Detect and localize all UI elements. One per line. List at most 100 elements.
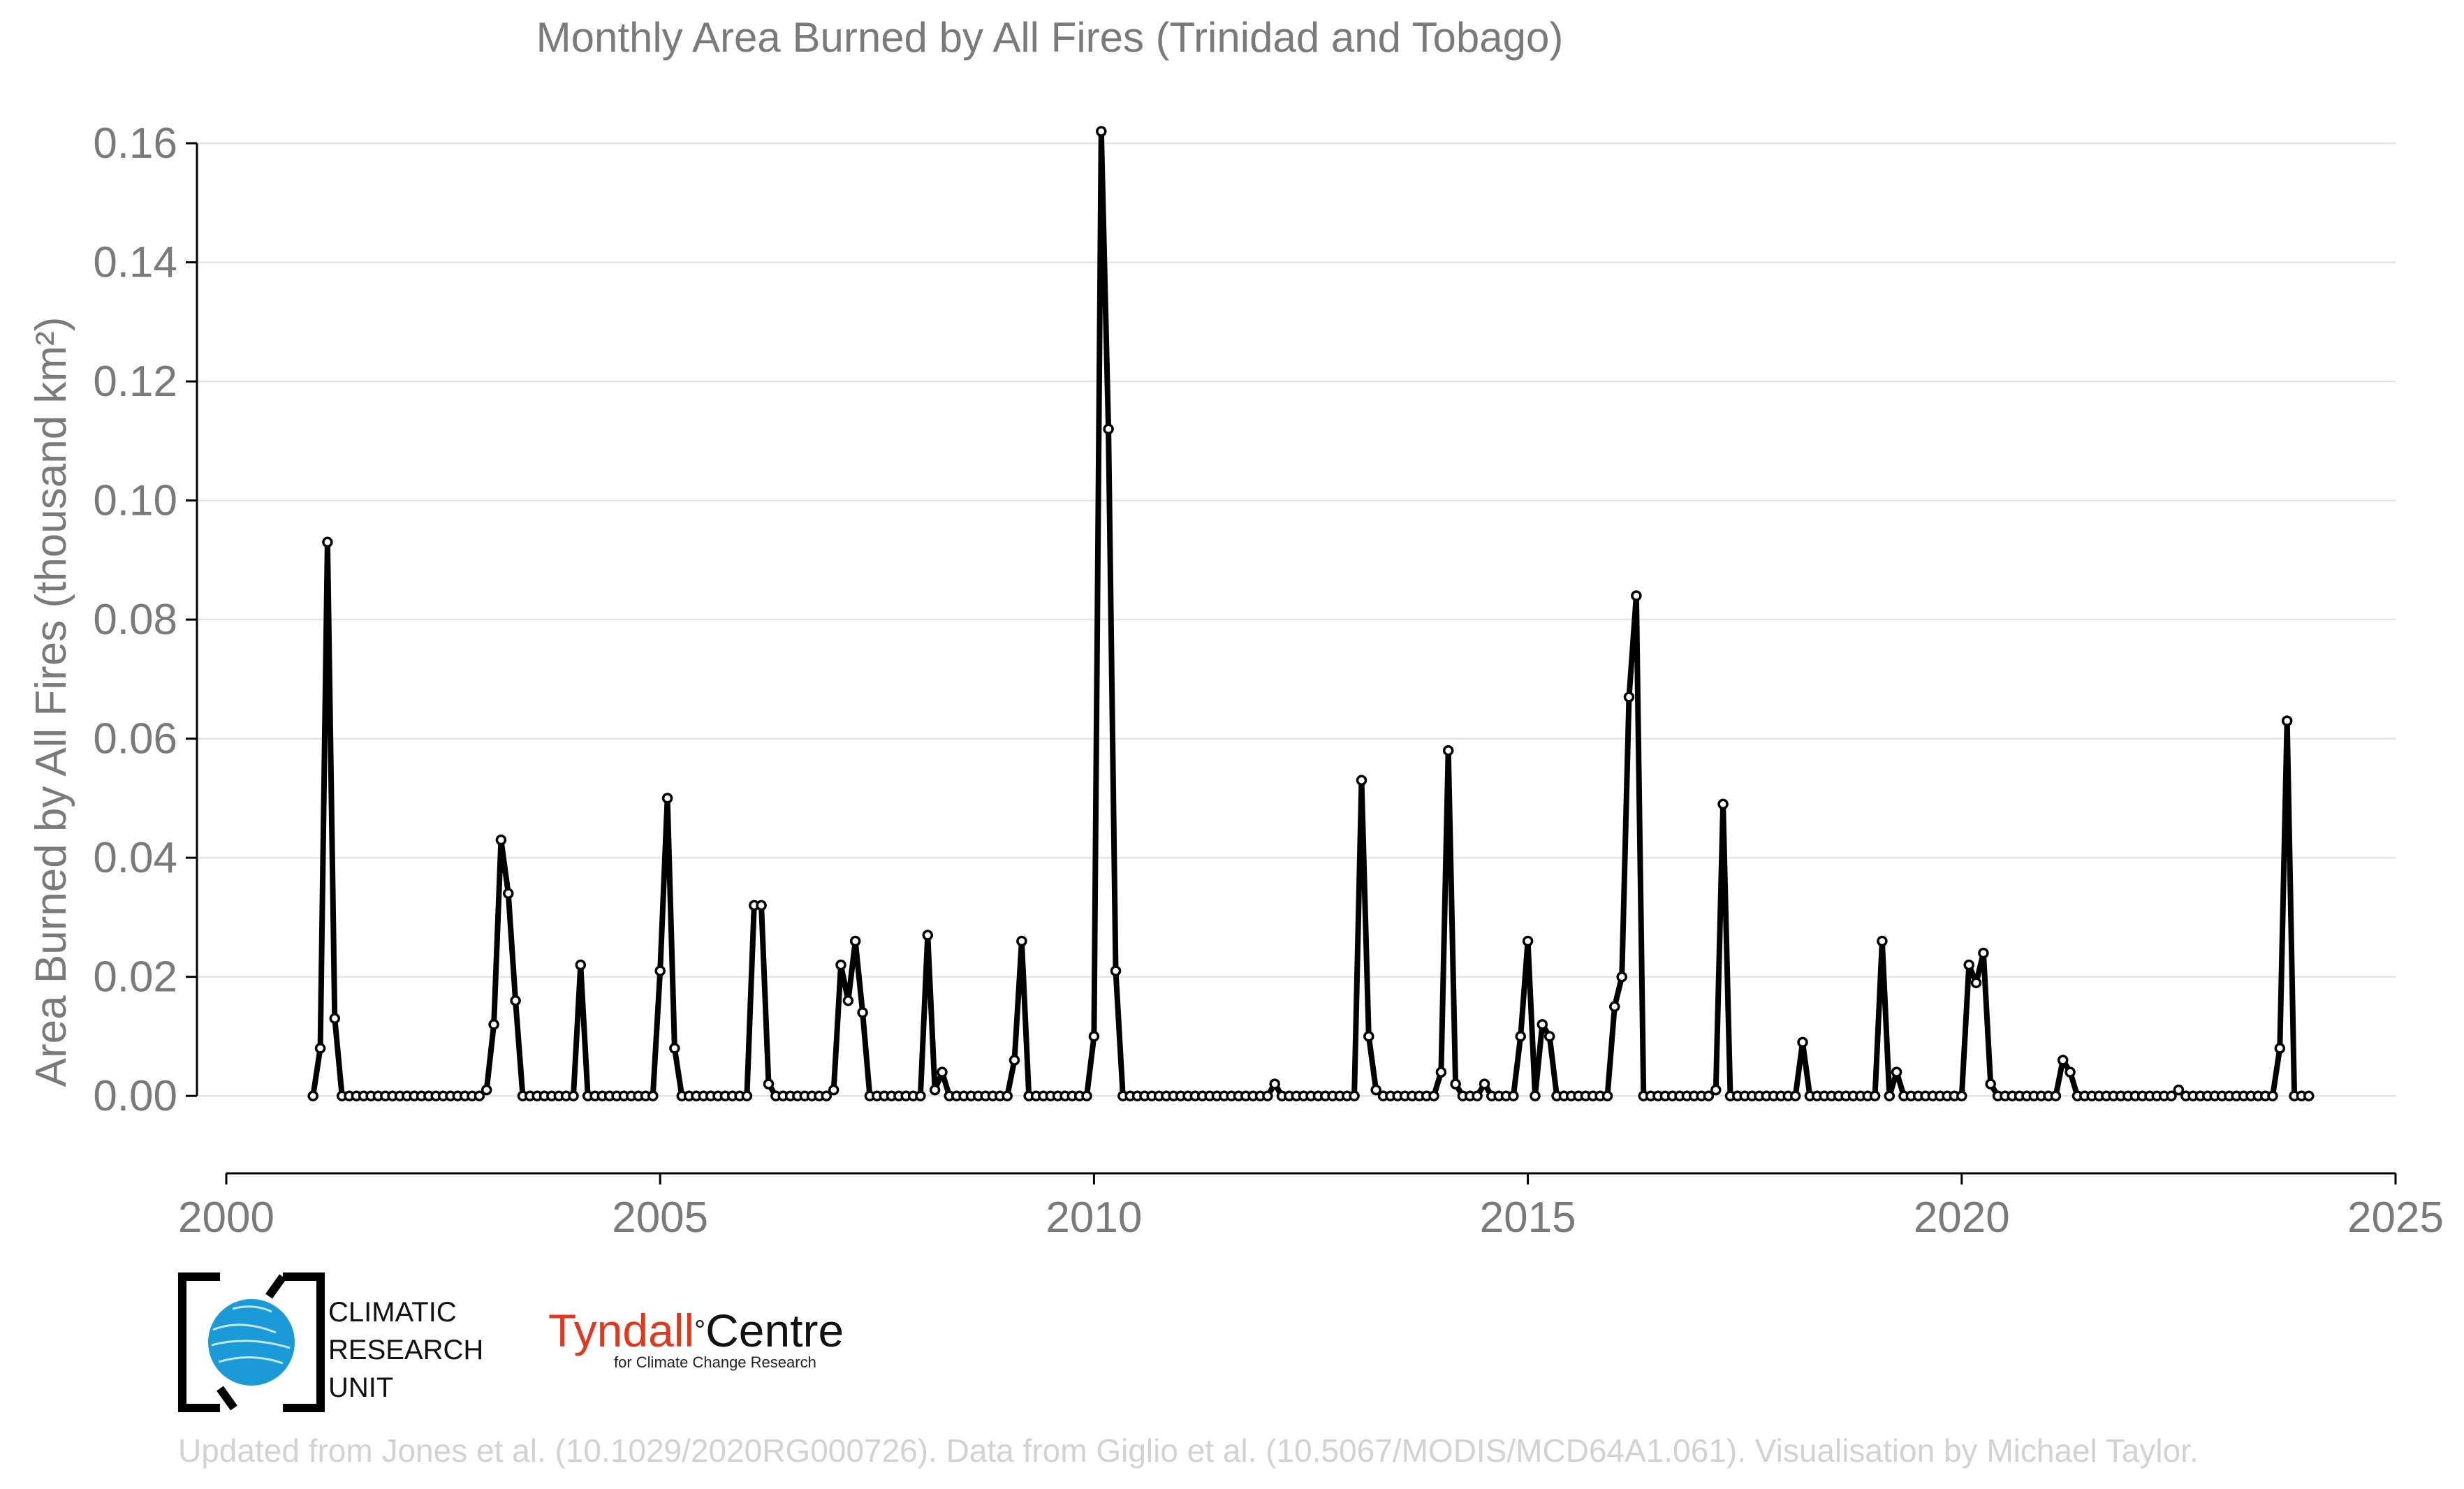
data-point (835, 959, 846, 971)
data-point (2303, 1090, 2315, 1101)
data-point (575, 959, 587, 971)
cru-line-1: CLIMATIC (328, 1297, 457, 1328)
data-point (842, 995, 854, 1006)
data-point (1479, 1078, 1490, 1090)
data-point (1623, 691, 1635, 703)
data-point (929, 1084, 941, 1096)
data-point (1349, 1090, 1360, 1101)
data-point (1002, 1090, 1013, 1101)
y-tick-label: 0.16 (93, 119, 177, 168)
data-point (2065, 1066, 2076, 1078)
data-point (1631, 590, 1642, 601)
y-tick-label: 0.08 (93, 596, 177, 644)
data-point (1956, 1090, 1967, 1101)
data-point (2050, 1090, 2062, 1101)
data-point (481, 1084, 492, 1096)
data-point (1016, 935, 1027, 947)
y-tick-label: 0.12 (93, 358, 177, 406)
data-point (2166, 1090, 2177, 1101)
data-point (1508, 1090, 1519, 1101)
data-point (857, 1007, 868, 1018)
chart-title: Monthly Area Burned by All Fires (Trinid… (536, 14, 1564, 61)
tyndall-wordmark: Tyndall°Centre (548, 1306, 844, 1355)
data-point (756, 900, 767, 911)
grid-lines (197, 142, 2396, 1097)
data-point (741, 1090, 753, 1101)
cru-globe-icon (178, 1272, 325, 1412)
data-point (1543, 1031, 1555, 1042)
data-point (1789, 1090, 1801, 1101)
cru-line-2: RESEARCH (328, 1335, 484, 1365)
data-point (1428, 1090, 1439, 1101)
data-point (314, 1043, 326, 1054)
data-point (1435, 1066, 1447, 1078)
data-point (1522, 935, 1534, 947)
data-point (322, 536, 333, 548)
data-point (1891, 1066, 1902, 1078)
tyndall-name: Tyndall (548, 1305, 695, 1356)
data-point (1978, 947, 1989, 959)
series-line (310, 129, 2309, 1099)
data-point (1088, 1031, 1100, 1042)
y-axis-label: Area Burned by All Fires (thousand km²) (27, 317, 75, 1087)
data-point (654, 965, 666, 976)
data-point (828, 1084, 839, 1096)
y-tick-label: 0.00 (93, 1072, 177, 1120)
data-point (1537, 1019, 1548, 1030)
data-point (1963, 959, 1974, 971)
data-point (2057, 1055, 2069, 1066)
data-point (1877, 935, 1888, 947)
data-point (2274, 1043, 2286, 1054)
data-point (474, 1090, 485, 1101)
data-point (495, 834, 507, 846)
data-point (510, 995, 521, 1006)
data-point (1869, 1090, 1881, 1101)
data-point (1363, 1031, 1374, 1042)
cru-line-3: UNIT (328, 1372, 394, 1403)
data-point (1442, 744, 1454, 756)
data-point (647, 1090, 659, 1101)
data-point (1609, 1001, 1620, 1013)
y-axis: 0.00 0.02 0.04 0.06 0.08 0.10 0.12 0.14 0.16 (93, 119, 198, 1120)
data-point (2173, 1084, 2185, 1096)
data-point (1110, 965, 1122, 976)
data-point (1096, 126, 1107, 137)
data-series (307, 126, 2315, 1101)
data-point (763, 1078, 775, 1090)
data-point (568, 1090, 579, 1101)
data-point (1370, 1084, 1381, 1096)
y-tick-label: 0.06 (93, 715, 177, 763)
data-point (1472, 1090, 1483, 1101)
data-point (1703, 1090, 1715, 1101)
x-tick-label: 2025 (2347, 1194, 2444, 1242)
data-point (2281, 715, 2293, 726)
data-point (1797, 1036, 1808, 1048)
cru-logo (178, 1272, 325, 1412)
footer-credits: Updated from Jones et al. (10.1029/2020R… (178, 1432, 2199, 1469)
data-point (1970, 977, 1982, 988)
x-tick-label: 2000 (178, 1194, 274, 1242)
data-point (1081, 1090, 1092, 1101)
tyndall-subtitle: for Climate Change Research (614, 1354, 816, 1371)
data-point (1601, 1090, 1613, 1101)
data-point (1009, 1055, 1020, 1066)
data-point (1985, 1078, 1996, 1090)
data-point (329, 1013, 341, 1025)
data-point (1530, 1090, 1541, 1101)
data-point (661, 793, 673, 804)
data-point (1269, 1078, 1280, 1090)
tyndall-degree: ° (694, 1315, 706, 1346)
data-point (915, 1090, 926, 1101)
x-tick-label: 2015 (1480, 1194, 1576, 1242)
data-point (849, 935, 861, 947)
x-tick-label: 2020 (1914, 1194, 2010, 1242)
y-tick-label: 0.02 (93, 953, 177, 1002)
data-point (821, 1090, 833, 1101)
data-point (1450, 1078, 1461, 1090)
cru-wordmark: CLIMATIC RESEARCH UNIT (328, 1293, 483, 1407)
data-point (1616, 971, 1627, 983)
data-point (488, 1019, 499, 1030)
data-point (2267, 1090, 2278, 1101)
y-tick-label: 0.14 (93, 239, 177, 287)
data-point (1884, 1090, 1895, 1101)
